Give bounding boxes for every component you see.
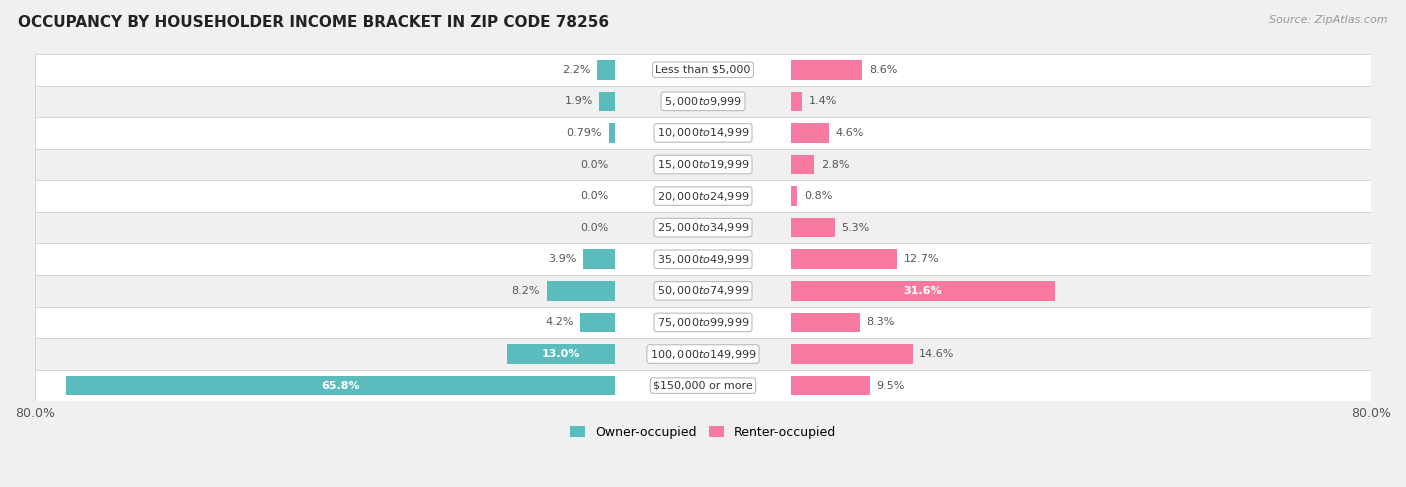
Text: $35,000 to $49,999: $35,000 to $49,999: [657, 253, 749, 266]
Bar: [790, 376, 870, 395]
Text: 31.6%: 31.6%: [903, 286, 942, 296]
Text: 3.9%: 3.9%: [548, 254, 576, 264]
Text: 0.0%: 0.0%: [581, 223, 609, 233]
Bar: [790, 187, 797, 206]
Bar: [66, 376, 616, 395]
Text: $25,000 to $34,999: $25,000 to $34,999: [657, 221, 749, 234]
Text: 0.79%: 0.79%: [567, 128, 602, 138]
Bar: [790, 249, 897, 269]
Bar: [35, 244, 1371, 275]
Bar: [506, 344, 616, 364]
Text: 1.4%: 1.4%: [808, 96, 838, 106]
Text: $20,000 to $24,999: $20,000 to $24,999: [657, 189, 749, 203]
Text: Source: ZipAtlas.com: Source: ZipAtlas.com: [1270, 15, 1388, 25]
Text: $50,000 to $74,999: $50,000 to $74,999: [657, 284, 749, 298]
Bar: [598, 60, 616, 79]
Text: 0.0%: 0.0%: [581, 191, 609, 201]
Text: $100,000 to $149,999: $100,000 to $149,999: [650, 348, 756, 360]
Text: 4.2%: 4.2%: [546, 318, 574, 327]
Text: 2.2%: 2.2%: [562, 65, 591, 75]
Bar: [582, 249, 616, 269]
Text: 9.5%: 9.5%: [877, 381, 905, 391]
Text: 4.6%: 4.6%: [835, 128, 865, 138]
Text: 65.8%: 65.8%: [322, 381, 360, 391]
Text: $15,000 to $19,999: $15,000 to $19,999: [657, 158, 749, 171]
Bar: [790, 344, 912, 364]
Bar: [35, 275, 1371, 307]
Bar: [35, 180, 1371, 212]
Bar: [790, 123, 830, 143]
Bar: [790, 281, 1054, 300]
Text: 2.8%: 2.8%: [821, 160, 849, 169]
Text: 0.0%: 0.0%: [581, 160, 609, 169]
Bar: [790, 92, 803, 111]
Text: 1.9%: 1.9%: [564, 96, 593, 106]
Legend: Owner-occupied, Renter-occupied: Owner-occupied, Renter-occupied: [565, 421, 841, 444]
Bar: [35, 117, 1371, 149]
Bar: [547, 281, 616, 300]
Bar: [790, 60, 862, 79]
Text: 0.8%: 0.8%: [804, 191, 832, 201]
Text: 8.3%: 8.3%: [866, 318, 896, 327]
Bar: [35, 86, 1371, 117]
Text: 8.6%: 8.6%: [869, 65, 897, 75]
Bar: [581, 313, 616, 332]
Text: $150,000 or more: $150,000 or more: [654, 381, 752, 391]
Bar: [35, 212, 1371, 244]
Text: 13.0%: 13.0%: [541, 349, 581, 359]
Bar: [35, 370, 1371, 401]
Bar: [35, 338, 1371, 370]
Text: $10,000 to $14,999: $10,000 to $14,999: [657, 127, 749, 139]
Text: 14.6%: 14.6%: [920, 349, 955, 359]
Bar: [790, 313, 860, 332]
Bar: [35, 149, 1371, 180]
Text: 12.7%: 12.7%: [904, 254, 939, 264]
Text: 8.2%: 8.2%: [512, 286, 540, 296]
Text: $5,000 to $9,999: $5,000 to $9,999: [664, 95, 742, 108]
Text: 5.3%: 5.3%: [842, 223, 870, 233]
Bar: [609, 123, 616, 143]
Text: OCCUPANCY BY HOUSEHOLDER INCOME BRACKET IN ZIP CODE 78256: OCCUPANCY BY HOUSEHOLDER INCOME BRACKET …: [18, 15, 609, 30]
Bar: [35, 54, 1371, 86]
Bar: [790, 155, 814, 174]
Text: $75,000 to $99,999: $75,000 to $99,999: [657, 316, 749, 329]
Bar: [35, 307, 1371, 338]
Bar: [599, 92, 616, 111]
Bar: [790, 218, 835, 238]
Text: Less than $5,000: Less than $5,000: [655, 65, 751, 75]
